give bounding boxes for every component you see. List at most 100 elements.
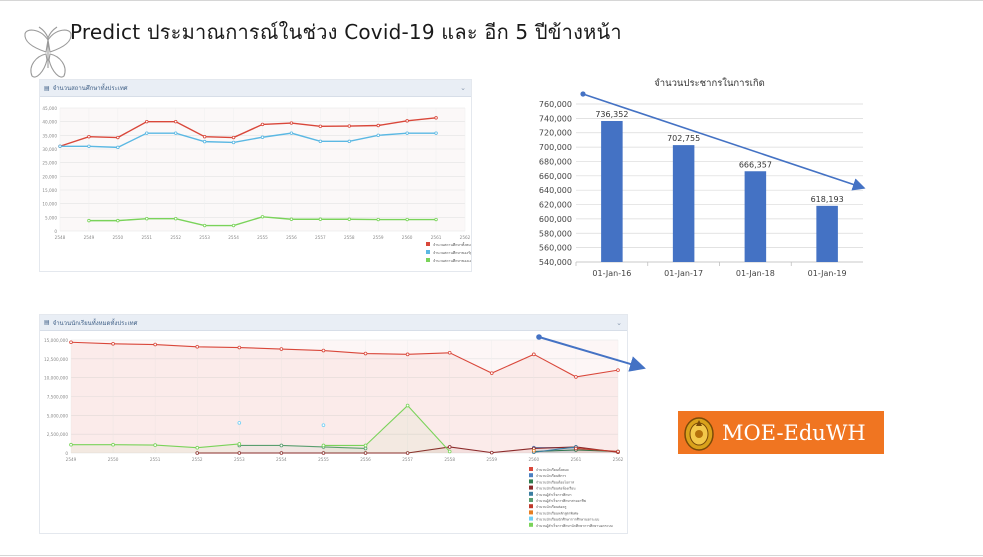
data-point xyxy=(447,445,452,449)
data-point xyxy=(616,368,620,372)
data-point xyxy=(116,135,120,140)
data-point xyxy=(260,135,265,139)
x-tick-label: 2560 xyxy=(529,457,540,462)
data-point xyxy=(376,133,380,138)
y-tick-label: 580,000 xyxy=(539,229,572,238)
data-point xyxy=(69,442,73,447)
y-tick-label: 740,000 xyxy=(539,114,572,123)
data-point xyxy=(321,443,326,448)
series-line xyxy=(575,447,619,453)
data-point xyxy=(237,451,242,455)
data-point xyxy=(195,445,200,450)
data-point xyxy=(145,131,149,135)
x-tick-label: 2553 xyxy=(199,235,210,240)
legend-swatch xyxy=(529,473,533,478)
legend-label: จำนวนสถานศึกษาทั้งหมด xyxy=(433,242,471,247)
data-point xyxy=(153,342,157,347)
schools-line-chart: 0 5,000 10,000 15,000 20,000 25,000 30,000 35,0… xyxy=(42,106,471,263)
data-point xyxy=(405,451,410,455)
legend-swatch xyxy=(529,504,533,509)
data-point xyxy=(434,116,438,120)
data-point xyxy=(347,217,351,221)
data-point xyxy=(532,352,536,357)
data-point xyxy=(260,215,265,219)
students-line-chart: 0 2,500,000 5,000,000 7,500,000 10,000,000 12… xyxy=(44,338,624,528)
schools-chart-title: จำนวนสถานศึกษาทั้งประเทศ xyxy=(52,85,128,92)
y-tick-label: 660,000 xyxy=(539,172,572,181)
legend-label: จำนวนนักเรียนทั้งหมด xyxy=(536,467,569,472)
x-tick-label: 2555 xyxy=(318,457,329,462)
x-tick-label: 2561 xyxy=(431,235,442,240)
series-line xyxy=(59,117,437,147)
y-tick-label: 560,000 xyxy=(539,244,572,253)
y-tick-label: 700,000 xyxy=(539,143,572,152)
data-point xyxy=(376,217,380,222)
data-point xyxy=(202,223,207,228)
y-tick-label: 600,000 xyxy=(539,215,572,224)
data-point xyxy=(376,123,380,128)
data-point xyxy=(145,119,149,124)
logo-text: MOE-EduWH xyxy=(722,420,866,445)
x-tick-label: 2557 xyxy=(315,235,326,240)
y-tick-label: 640,000 xyxy=(539,186,572,195)
data-point xyxy=(318,217,323,221)
y-tick-label: 7,500,000 xyxy=(47,395,69,400)
legend-swatch xyxy=(529,467,533,471)
bottom-border xyxy=(0,555,983,556)
legend-label: จำนวนนักเรียนต่อห้องเรียน xyxy=(536,486,576,491)
x-tick-label: 2549 xyxy=(66,457,77,462)
x-tick-label: 2562 xyxy=(460,235,471,240)
data-label: 702,755 xyxy=(667,134,700,143)
data-point xyxy=(363,451,368,455)
x-tick-label: 2552 xyxy=(170,235,181,240)
legend-label: จำนวนสถานศึกษาของเอกชน xyxy=(433,259,471,263)
data-point xyxy=(532,448,536,453)
y-tick-label: 10,000,000 xyxy=(44,376,68,381)
legend-label: จำนวนผู้สำเร็จการศึกษาสายอาชีพ xyxy=(536,497,586,503)
x-tick-label: 2558 xyxy=(344,235,355,240)
x-tick-label: 01-Jan-19 xyxy=(808,269,847,278)
x-tick-label: 2551 xyxy=(141,235,152,240)
y-tick-label: 15,000 xyxy=(42,188,57,193)
data-point xyxy=(289,131,294,135)
data-point xyxy=(202,139,207,144)
data-point xyxy=(289,121,294,125)
y-tick-label: 540,000 xyxy=(539,258,572,267)
x-tick-label: 2553 xyxy=(234,457,245,462)
x-tick-label: 2559 xyxy=(486,457,497,462)
data-label: 736,352 xyxy=(595,110,628,119)
y-tick-label: 620,000 xyxy=(539,201,572,210)
legend-swatch xyxy=(529,510,533,515)
legend-swatch xyxy=(426,250,430,254)
data-point xyxy=(405,131,409,135)
legend-label: จำนวนสถานศึกษาของรัฐบาล xyxy=(433,251,471,255)
x-tick-label: 2556 xyxy=(286,235,297,240)
data-point xyxy=(202,135,207,139)
chevron-down-icon[interactable]: ⌄ xyxy=(616,318,622,327)
data-point xyxy=(447,449,452,454)
data-point xyxy=(231,223,236,228)
legend-label: จำนวนนักเรียนนักศึกษาการศึกษานอกระบบ xyxy=(536,517,599,522)
legend-label: จำนวนผู้สำเร็จการศึกษานักศึกษาการศึกษานอ… xyxy=(536,522,613,528)
data-point xyxy=(321,348,326,353)
y-tick-label: 10,000 xyxy=(42,202,57,207)
y-tick-label: 5,000,000 xyxy=(47,413,69,418)
data-point xyxy=(347,124,351,128)
moe-eduwh-logo: MOE-EduWH xyxy=(678,411,884,454)
y-tick-label: 5,000 xyxy=(45,215,57,220)
chart-icon: ▤ xyxy=(44,319,50,326)
data-point xyxy=(195,344,200,349)
series-line xyxy=(70,341,619,378)
data-point xyxy=(616,449,620,454)
data-point xyxy=(289,217,294,221)
data-point xyxy=(279,451,284,455)
x-tick-label: 2555 xyxy=(257,235,268,240)
students-chart-panel: ▤ จำนวนนักเรียนทั้งหมดทั้งประเทศ ⌄ 0 2,50… xyxy=(39,314,628,534)
legend-label: จำนวนนักเรียนหลักสูตรพิเศษ xyxy=(536,510,579,515)
chevron-down-icon[interactable]: ⌄ xyxy=(460,84,466,92)
x-tick-label: 2549 xyxy=(84,235,95,240)
y-tick-label: 25,000 xyxy=(42,161,57,166)
x-tick-label: 2559 xyxy=(373,235,384,240)
bar xyxy=(816,205,838,262)
bar xyxy=(601,120,623,262)
